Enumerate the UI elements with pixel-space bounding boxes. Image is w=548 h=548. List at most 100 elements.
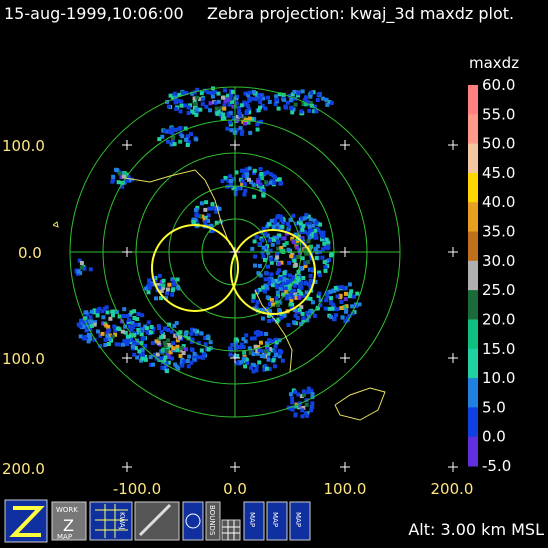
echo-cell [308, 286, 313, 290]
echo-cell [272, 218, 277, 223]
echo-cell [105, 331, 110, 336]
echo-cell [355, 291, 360, 296]
echo-cell [194, 137, 199, 142]
echo-cell [327, 306, 332, 311]
globe-button[interactable] [182, 501, 204, 541]
map-button[interactable] [266, 501, 288, 541]
echo-cell [146, 320, 151, 325]
echo-cell [74, 268, 79, 273]
echo-cell [254, 368, 259, 373]
echo-cell [323, 268, 328, 273]
z-label: Z [63, 516, 74, 535]
echo-cell [88, 315, 93, 320]
echo-cell [258, 105, 262, 110]
echo-cell [311, 223, 316, 228]
echo-cell [305, 222, 310, 227]
echo-cell [169, 343, 173, 348]
echo-cell [289, 292, 294, 297]
echo-cell [214, 209, 219, 214]
echo-cell [260, 230, 265, 235]
echo-cell [330, 306, 335, 311]
echo-cell [169, 142, 174, 147]
echo-cell [199, 201, 204, 206]
echo-cell [76, 269, 81, 274]
echo-cell [243, 357, 248, 362]
echo-cell [101, 315, 106, 320]
echo-cell [258, 182, 263, 187]
echo-cell [84, 310, 89, 315]
echo-cell [105, 310, 110, 315]
echo-cell [113, 332, 118, 337]
echo-cell [265, 295, 270, 300]
echo-cell [308, 230, 313, 235]
echo-cell [247, 98, 252, 103]
echo-cell [304, 402, 309, 407]
echo-cell [175, 344, 180, 349]
echo-cell [88, 267, 93, 272]
echo-cell [323, 265, 328, 270]
echo-cell [207, 206, 212, 211]
echo-cell [321, 230, 326, 235]
echo-cell [112, 324, 117, 329]
echo-cell [334, 313, 339, 318]
echo-cell [349, 289, 354, 294]
echo-cell [343, 297, 348, 302]
x-axis-label: 200.0 [431, 480, 474, 498]
grid-button[interactable] [221, 519, 241, 541]
echo-cell [184, 137, 189, 142]
map-button[interactable] [243, 501, 265, 541]
bounds-button[interactable] [205, 501, 221, 541]
echo-cell [137, 349, 142, 354]
echo-cell [291, 107, 296, 112]
echo-cell [293, 313, 298, 318]
echo-cell [130, 320, 135, 325]
echo-cell [179, 103, 184, 108]
echo-cell [102, 306, 107, 311]
echo-cell [313, 232, 318, 237]
work-button[interactable] [51, 501, 87, 541]
echo-cell [206, 347, 211, 352]
echo-cell [236, 114, 240, 119]
echo-cell [157, 137, 162, 142]
colorbar-segment [468, 260, 478, 291]
echo-cell [289, 301, 294, 306]
echo-cell [263, 364, 268, 368]
echo-cell [332, 317, 337, 322]
echo-cell [297, 307, 302, 312]
echo-cell [115, 326, 120, 331]
colorbar-label: 55.0 [482, 105, 515, 123]
echo-cell [210, 94, 215, 99]
echo-cell [247, 110, 252, 115]
echo-cell [187, 354, 192, 359]
echo-cell [308, 101, 313, 105]
echo-cell [320, 237, 324, 242]
echo-cell [163, 344, 168, 349]
echo-cell [255, 330, 260, 334]
echo-cell [297, 295, 302, 300]
echo-cell [210, 202, 215, 207]
radar-button[interactable] [89, 501, 133, 541]
map-button[interactable] [289, 501, 311, 541]
echo-cell [269, 218, 274, 223]
echo-cell [127, 178, 132, 183]
echo-cell [262, 353, 266, 358]
dual-doppler-lobes [151, 224, 316, 315]
echo-cell [289, 106, 294, 111]
echo-cell [270, 242, 275, 247]
echo-cell [236, 105, 241, 110]
island [334, 387, 386, 421]
echo-cell [304, 212, 309, 217]
echo-cell [252, 306, 257, 311]
echo-cell [198, 214, 203, 219]
echo-cell [335, 294, 340, 299]
echo-cell [219, 106, 224, 111]
echo-cell [177, 126, 182, 131]
echo-cell [274, 94, 279, 99]
echo-cell [228, 352, 233, 357]
echo-cell [329, 301, 333, 306]
echo-cell [295, 315, 300, 320]
echo-cell [265, 224, 270, 229]
echo-cell [275, 177, 280, 182]
echo-cell [289, 278, 294, 283]
echo-cell [294, 245, 299, 250]
